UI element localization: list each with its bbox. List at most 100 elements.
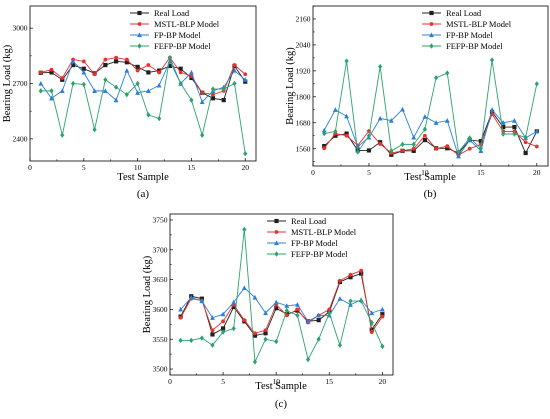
x-tick-label: 10 — [272, 377, 280, 386]
x-tick-label: 0 — [28, 163, 32, 172]
y-tick-label: 1920 — [296, 66, 311, 75]
data-point — [189, 69, 194, 75]
x-tick-label: 20 — [241, 163, 249, 172]
data-point — [178, 306, 184, 312]
data-point — [369, 330, 374, 334]
data-point — [263, 328, 268, 333]
data-point — [232, 67, 237, 73]
data-point — [92, 88, 97, 93]
data-point — [400, 141, 405, 148]
data-point — [380, 343, 385, 350]
x-tick-label: 10 — [421, 168, 429, 177]
legend-label: MSTL-BLP Model — [291, 227, 357, 237]
data-point — [49, 88, 54, 94]
legend-label: FP-BP Model — [446, 30, 493, 40]
data-point — [135, 80, 140, 87]
legend-label: FEFP-BP Model — [154, 41, 211, 51]
data-point — [70, 80, 76, 87]
data-point — [378, 63, 383, 70]
data-point — [135, 64, 140, 69]
legend-marker — [274, 230, 279, 234]
data-point — [400, 106, 405, 112]
data-point — [221, 86, 226, 92]
data-point — [467, 135, 472, 141]
data-point — [178, 66, 183, 71]
data-point — [512, 131, 517, 137]
plot-frame — [169, 213, 394, 376]
legend-marker — [137, 10, 142, 16]
y-tick-label: 1800 — [296, 92, 311, 101]
data-point — [199, 298, 205, 304]
data-point — [295, 307, 300, 312]
data-point — [210, 86, 216, 92]
legend-marker — [429, 22, 434, 26]
data-point — [81, 81, 86, 88]
data-point — [348, 272, 353, 277]
chart-panel-c: 0 5 10 15 20 3500 3550 3600 3650 3700 3750 Test Sam… — [142, 213, 394, 410]
data-point — [38, 80, 44, 86]
data-point — [489, 57, 495, 63]
data-point — [380, 314, 385, 319]
data-point — [523, 140, 528, 145]
chart-panel-b: 0 5 10 15 20 1560 1680 1800 1920 2040 2160 Test Sam… — [285, 5, 549, 200]
legend-label: FP-BP Model — [154, 30, 201, 40]
data-point — [295, 312, 300, 319]
data-point — [252, 359, 258, 365]
x-axis-label: Test Sample — [255, 381, 307, 392]
data-point — [348, 298, 353, 304]
data-point — [113, 84, 119, 90]
data-point — [92, 72, 97, 77]
series-fefp-bp-model — [322, 57, 539, 155]
legend-marker — [137, 43, 142, 49]
x-tick-label: 15 — [477, 168, 485, 177]
y-tick-label: 3500 — [153, 365, 168, 374]
data-point — [263, 310, 268, 316]
x-tick-label: 0 — [311, 168, 315, 177]
data-point — [284, 307, 289, 314]
x-tick-label: 15 — [326, 377, 334, 386]
data-point — [49, 70, 54, 75]
data-point — [135, 90, 141, 95]
data-point — [321, 127, 327, 133]
data-point — [60, 76, 65, 80]
y-axis-label: Bearing Load (kg) — [2, 44, 13, 122]
data-point — [146, 63, 151, 67]
data-point — [478, 145, 483, 151]
data-point — [534, 81, 539, 87]
data-point — [59, 88, 65, 93]
data-point — [113, 59, 119, 64]
data-point — [422, 137, 428, 143]
data-point — [188, 294, 194, 300]
data-point — [379, 306, 385, 312]
data-point — [243, 150, 248, 157]
legend-label: Real Load — [154, 8, 190, 18]
data-point — [305, 356, 311, 363]
y-tick-label: 3600 — [153, 305, 168, 314]
data-point — [124, 57, 129, 62]
data-point — [156, 82, 162, 88]
series-line — [180, 229, 383, 364]
x-tick-label: 5 — [367, 168, 371, 177]
data-point — [433, 120, 439, 125]
x-tick-label: 10 — [134, 163, 142, 172]
y-axis-label: Bearing Load (kg) — [285, 47, 296, 125]
data-point — [359, 268, 364, 273]
data-point — [523, 150, 528, 156]
data-point — [433, 75, 439, 81]
data-point — [284, 303, 290, 308]
data-point — [359, 298, 364, 304]
data-point — [344, 133, 349, 138]
data-point — [274, 338, 279, 345]
data-point — [81, 59, 86, 64]
data-point — [231, 325, 236, 332]
chart-panel-a: 0 5 10 15 20 2400 2700 3000 Test Sample Bearing L… — [2, 5, 257, 200]
data-point — [242, 77, 248, 82]
data-point — [467, 146, 472, 151]
data-point — [337, 342, 343, 348]
series-mstl-blp-model — [322, 112, 539, 158]
data-point — [369, 310, 375, 316]
data-point — [327, 307, 332, 312]
data-point — [178, 315, 183, 320]
data-point — [400, 148, 405, 153]
data-point — [316, 318, 321, 323]
